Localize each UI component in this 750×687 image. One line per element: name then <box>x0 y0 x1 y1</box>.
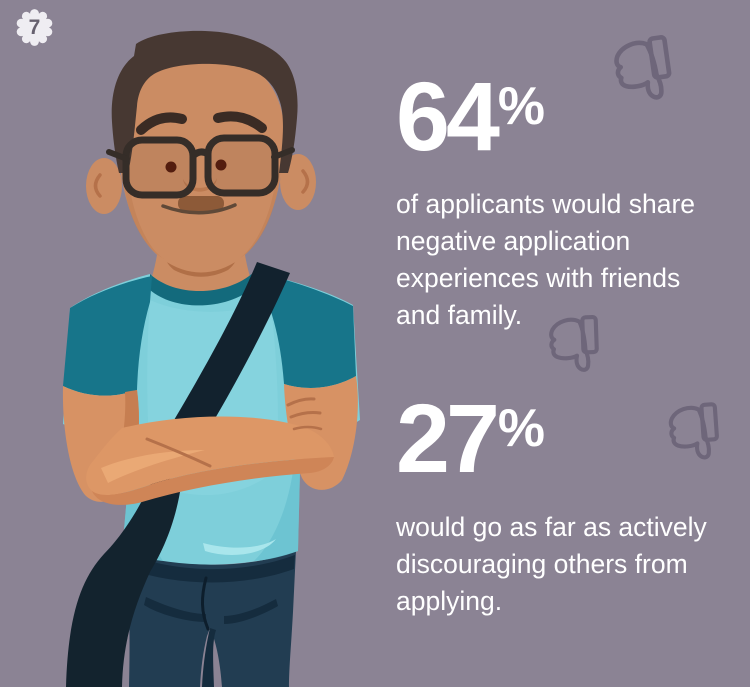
mouth-shape <box>161 196 237 215</box>
bag-strap-upper-shape <box>167 262 290 442</box>
face-shape <box>118 50 284 273</box>
percent-sign: % <box>497 399 546 458</box>
percent-sign: % <box>497 77 546 136</box>
man-arms-crossed-illustration <box>62 30 360 687</box>
stat-block-64: 64 % of applicants would share negative … <box>396 68 711 334</box>
crossed-forearms-shape <box>86 397 334 505</box>
eyes-shape <box>165 159 227 173</box>
stat-value: 27 % <box>396 390 708 487</box>
badge-seal-icon <box>16 9 53 46</box>
stat-number-text: 64 <box>396 62 500 171</box>
stat-number-text: 27 <box>396 384 500 493</box>
stat-description: would go as far as actively discouraging… <box>396 512 707 616</box>
step-badge: 7 <box>16 9 53 46</box>
stat-value: 64 % <box>396 68 711 165</box>
stat-block-27: 27 % would go as far as actively discour… <box>396 390 708 620</box>
stat-description: of applicants would share negative appli… <box>396 189 696 330</box>
hair-shape <box>111 30 298 174</box>
jeans-shape <box>126 548 296 687</box>
eyebrows-shape <box>136 111 267 135</box>
badge-number: 7 <box>28 16 41 39</box>
glasses-icon <box>106 134 295 199</box>
bag-strap-lower-shape <box>66 470 181 687</box>
